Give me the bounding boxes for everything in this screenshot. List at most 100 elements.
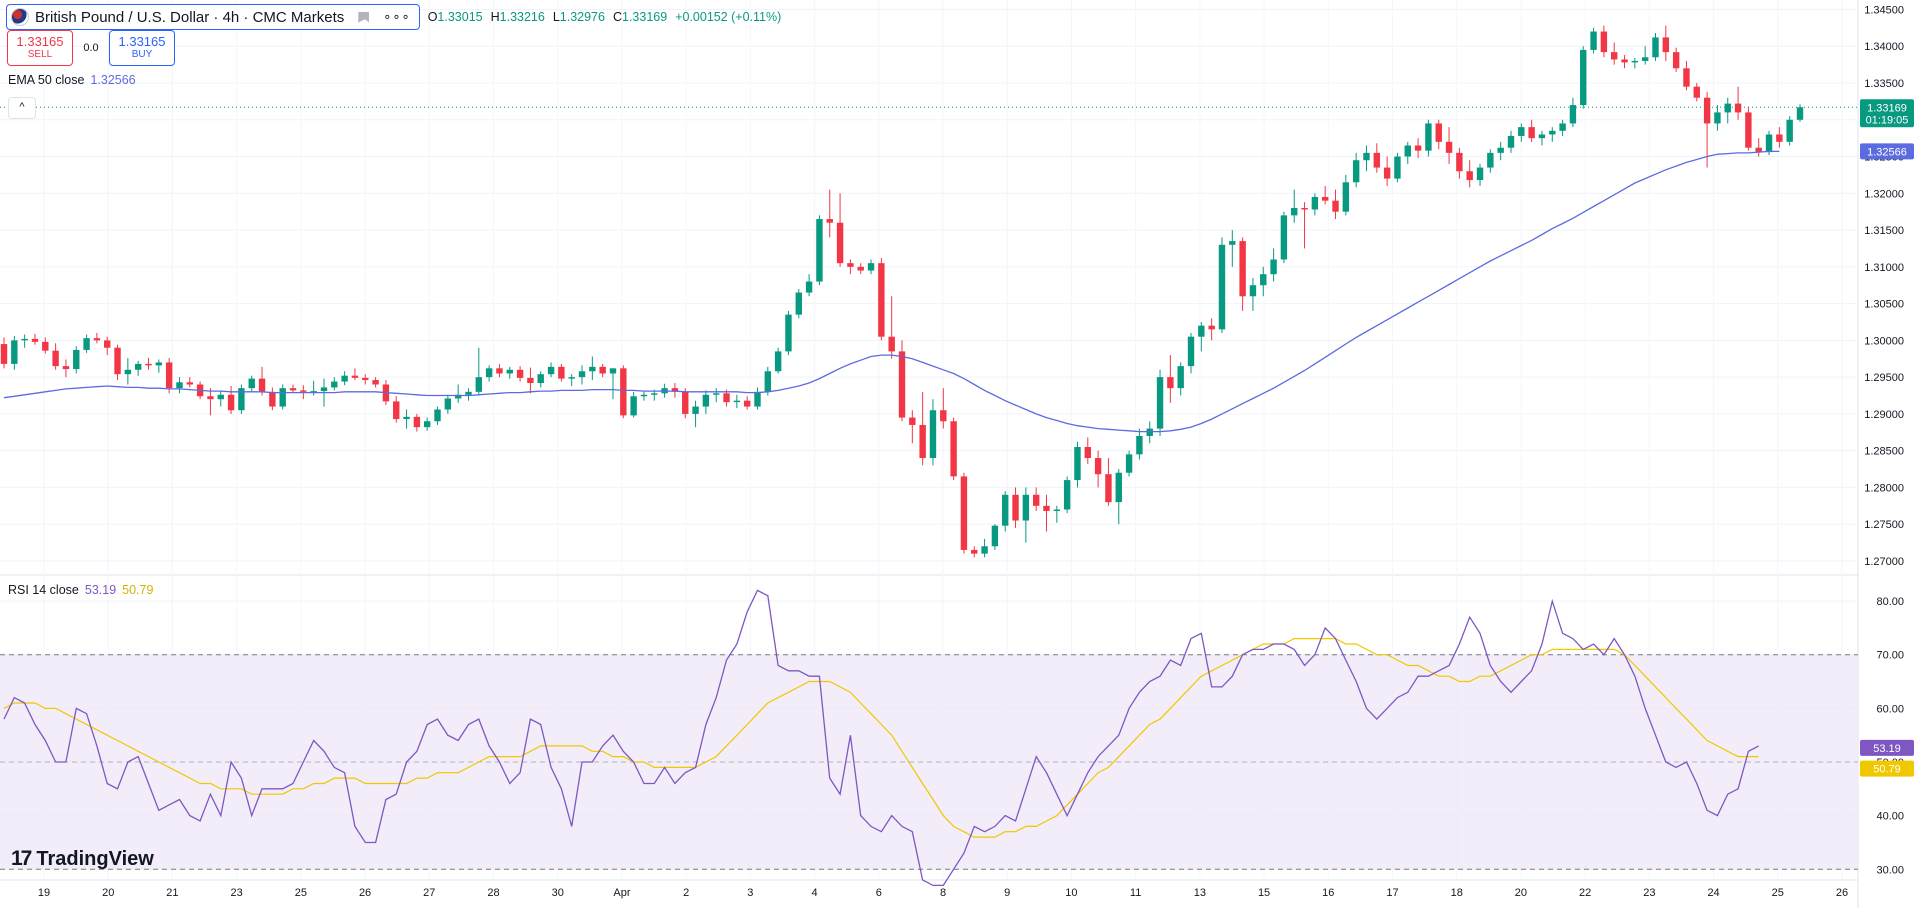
candle-body [145, 363, 152, 366]
candle-body [743, 400, 751, 407]
candle-body [909, 417, 916, 425]
collapse-legend-button[interactable]: ^ [8, 97, 36, 119]
candle-body [1136, 435, 1143, 455]
candle-body [42, 341, 49, 351]
rsi-ma-value: 50.79 [122, 583, 154, 597]
candle-body [1383, 167, 1391, 179]
candle-body [816, 219, 823, 282]
candle-body [919, 424, 926, 459]
candle-body [52, 350, 59, 367]
candle-body [1672, 52, 1680, 69]
time-tick-label: 13 [1194, 887, 1206, 899]
candle-body [238, 388, 245, 411]
rsi-tick-label: 80.00 [1876, 596, 1904, 608]
rsi-label: RSI 14 close [8, 583, 79, 597]
rsi-ma-badge-text: 50.79 [1873, 764, 1901, 776]
ohlc-readout: O1.33015 H1.33216 L1.32976 C1.33169 +0.0… [427, 10, 782, 24]
candle-body [1094, 458, 1102, 475]
time-tick-label: 20 [1515, 887, 1527, 899]
candle-body [1425, 123, 1432, 151]
candle-body [207, 396, 214, 400]
candle-body [1053, 509, 1061, 511]
rsi-legend[interactable]: RSI 14 close 53.19 50.79 [8, 583, 153, 597]
candle-body [1270, 259, 1277, 275]
rsi-pane[interactable] [0, 589, 1858, 887]
tradingview-logo[interactable]: 17 TradingView [11, 847, 154, 871]
candle-body [1755, 147, 1762, 153]
candle-body [1693, 86, 1700, 98]
price-pane[interactable] [0, 25, 1858, 558]
candle-body [134, 363, 142, 370]
candle-body [1569, 105, 1577, 124]
symbol-selector[interactable]: British Pound / U.S. Dollar · 4h · CMC M… [6, 4, 420, 30]
candle-body [1332, 200, 1339, 212]
candle-body [1497, 147, 1504, 153]
rsi-tick-label: 60.00 [1876, 703, 1904, 715]
trade-buttons: 1.33165 SELL 0.0 1.33165 BUY [7, 30, 175, 66]
more-options-icon[interactable]: ∘∘∘ [383, 9, 411, 24]
rsi-badge-bg [1860, 739, 1914, 756]
candle-body [1662, 37, 1670, 53]
candle-body [599, 366, 606, 374]
symbol-title[interactable]: British Pound / U.S. Dollar · 4h · CMC M… [35, 8, 345, 26]
candle-body [651, 393, 658, 395]
ema-legend[interactable]: EMA 50 close 1.32566 [8, 73, 136, 87]
price-tick-label: 1.28500 [1864, 446, 1904, 458]
candle-body [929, 410, 937, 459]
ema-line [3, 150, 1780, 433]
candle-body [1507, 135, 1515, 148]
candle-body [1724, 103, 1731, 113]
time-tick-label: 27 [423, 887, 435, 899]
bookmark-icon[interactable] [358, 11, 370, 23]
candle-body [444, 398, 452, 410]
rsi-ma-badge-bg [1860, 760, 1914, 777]
candle-body [960, 476, 968, 550]
candle-body [754, 391, 761, 407]
ema-badge-bg [1860, 143, 1914, 160]
time-tick-label: 15 [1258, 887, 1270, 899]
candle-body [1249, 285, 1257, 297]
ema-label: EMA 50 close [8, 73, 85, 87]
candle-body [1538, 134, 1546, 139]
time-tick-label: 28 [487, 887, 499, 899]
candle-body [1002, 494, 1009, 526]
candle-body [950, 421, 957, 477]
time-tick-label: 23 [1643, 887, 1655, 899]
candle-body [423, 421, 431, 428]
change-value: +0.00152 (+0.11%) [675, 10, 782, 24]
time-tick-label: 19 [38, 887, 50, 899]
time-tick-label: 2 [683, 887, 689, 899]
time-tick-label: 17 [1386, 887, 1398, 899]
time-tick-label: 10 [1065, 887, 1077, 899]
candle-body [713, 393, 720, 395]
candle-body [1167, 377, 1174, 389]
candle-body [176, 382, 183, 389]
logo-text: TradingView [36, 847, 154, 870]
candle-body [289, 388, 297, 391]
candle-body [1280, 215, 1288, 260]
candle-body [11, 340, 18, 364]
buy-button[interactable]: 1.33165 BUY [109, 30, 175, 66]
candle-body [888, 336, 895, 352]
candle-body [1043, 505, 1050, 511]
time-tick-label: 24 [1707, 887, 1719, 899]
candle-body [1363, 152, 1370, 161]
time-tick-label: 26 [1836, 887, 1848, 899]
candle-body [847, 263, 854, 267]
candle-body [805, 281, 813, 293]
candle-body [165, 362, 173, 389]
candle-body [671, 388, 679, 392]
candle-body [1518, 127, 1525, 136]
candle-body [465, 391, 472, 395]
candle-body [620, 368, 627, 416]
candle-body [1012, 494, 1019, 521]
time-tick-label: 20 [102, 887, 114, 899]
candle-body [878, 263, 885, 337]
candle-body [940, 410, 947, 422]
candle-body [1600, 31, 1608, 53]
candle-body [640, 394, 648, 397]
candle-body [1311, 196, 1319, 210]
candle-body [867, 263, 875, 271]
sell-button[interactable]: 1.33165 SELL [7, 30, 73, 66]
